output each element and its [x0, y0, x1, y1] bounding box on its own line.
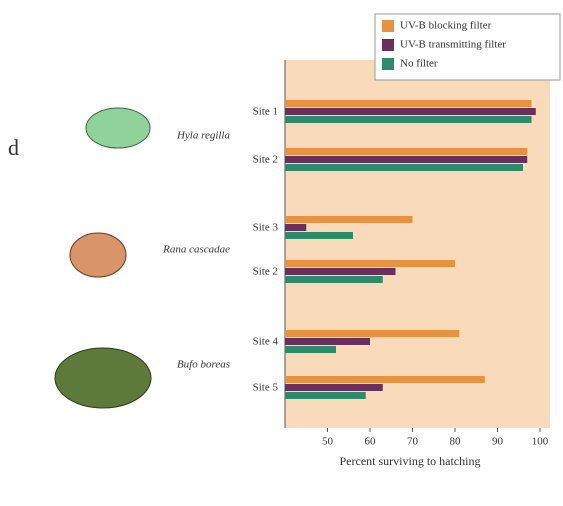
- bar: [285, 330, 459, 337]
- bar: [285, 268, 396, 275]
- chart: d Percent surviving to hatching 50 60 70 80…: [0, 0, 563, 506]
- panel-label: d: [8, 135, 19, 160]
- bar: [285, 392, 366, 399]
- x-tick-label: 90: [492, 436, 504, 448]
- bar: [285, 100, 532, 107]
- bar: [285, 164, 523, 171]
- frog-icon: [70, 233, 126, 277]
- x-tick-label: 60: [365, 436, 377, 448]
- x-tick-label: 70: [407, 436, 419, 448]
- x-tick-label: 50: [322, 436, 334, 448]
- legend-swatch: [382, 20, 394, 32]
- category-label: Site 2: [253, 266, 278, 278]
- bar: [285, 156, 527, 163]
- legend-label: UV-B blocking filter: [400, 20, 492, 32]
- bar: [285, 346, 336, 353]
- bar: [285, 108, 536, 115]
- bar: [285, 276, 383, 283]
- legend-swatch: [382, 39, 394, 51]
- category-label: Site 3: [253, 222, 279, 234]
- category-label: Site 5: [253, 382, 279, 394]
- legend-swatch: [382, 58, 394, 70]
- species-label: Hyla regilla: [176, 130, 231, 142]
- legend-label: No filter: [400, 58, 438, 70]
- category-label: Site 4: [253, 336, 279, 348]
- category-label: Site 2: [253, 154, 278, 166]
- plot-background: [285, 60, 550, 428]
- bar: [285, 376, 485, 383]
- bar: [285, 116, 532, 123]
- category-label: Site 1: [253, 106, 278, 118]
- x-tick-label: 80: [450, 436, 462, 448]
- species-label: Bufo boreas: [177, 359, 230, 371]
- bar: [285, 338, 370, 345]
- frog-icon: [86, 108, 150, 148]
- frog-icon: [55, 348, 151, 408]
- bar: [285, 260, 455, 267]
- species-label: Rana cascadae: [162, 244, 230, 256]
- bar: [285, 384, 383, 391]
- bar: [285, 216, 413, 223]
- x-axis-label: Percent surviving to hatching: [340, 454, 481, 468]
- bar: [285, 148, 527, 155]
- frog-icons: [55, 108, 151, 408]
- x-tick-label: 100: [532, 436, 549, 448]
- bar: [285, 232, 353, 239]
- legend-label: UV-B transmitting filter: [400, 39, 506, 51]
- bar: [285, 224, 306, 231]
